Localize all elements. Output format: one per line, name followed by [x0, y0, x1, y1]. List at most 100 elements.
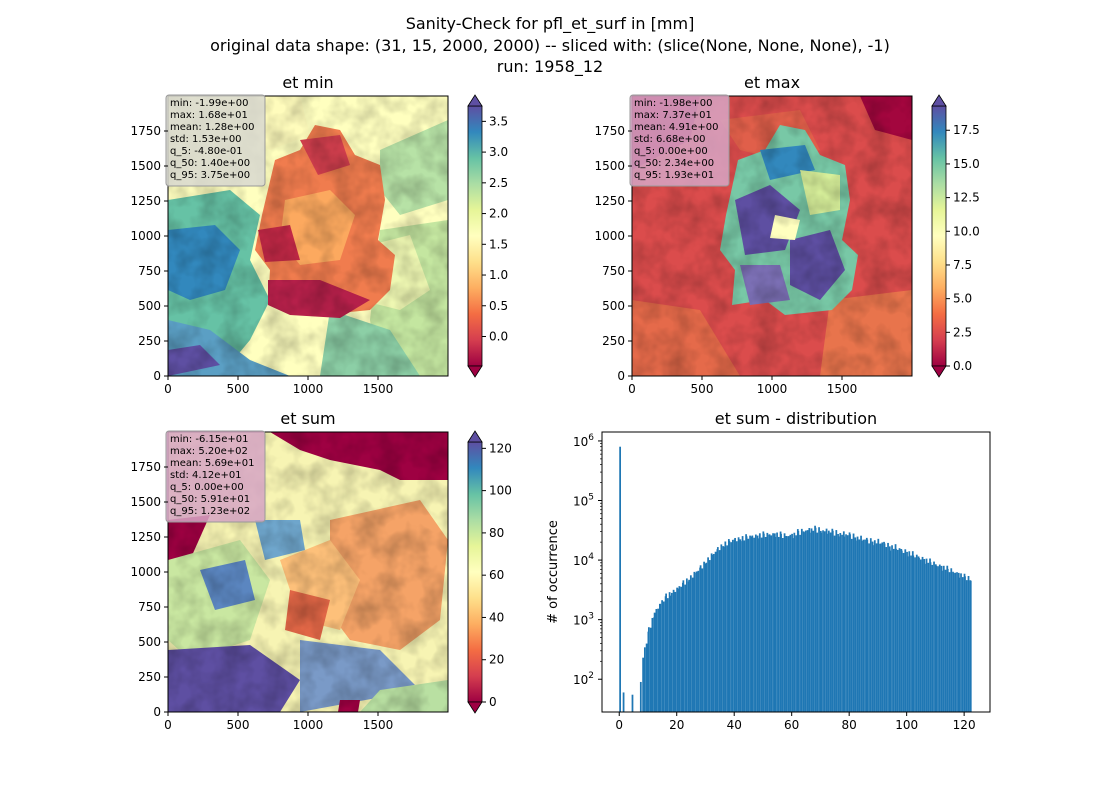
colorbar-tick-label: 120	[489, 441, 512, 455]
histogram-bar	[937, 566, 939, 712]
histogram-bar	[689, 575, 692, 712]
figure-title: Sanity-Check for pfl_et_surf in [mm]	[406, 14, 695, 34]
colorbar-tick-label: 2.0	[489, 207, 508, 221]
colorbar: 3.5 3.0 2.5 2.0 1.5 1.0 0.5 0.0	[467, 94, 508, 378]
histogram-bar	[873, 540, 876, 712]
histogram-bar	[862, 539, 865, 712]
y-tick-label: 0	[153, 705, 161, 719]
histogram-bar	[827, 530, 830, 712]
y-tick-label: 1750	[130, 460, 161, 474]
colorbar-tick-label: 0	[489, 695, 497, 709]
histogram-bar	[735, 541, 738, 712]
histogram-bar	[722, 546, 725, 712]
y-tick-label: 1750	[594, 124, 625, 138]
histogram-bar	[837, 536, 840, 712]
y-tick-label: 1000	[594, 229, 625, 243]
histogram-bar	[929, 562, 932, 712]
histogram-bar	[800, 528, 803, 712]
histogram-bar	[680, 586, 682, 712]
histogram-bar	[933, 561, 935, 712]
histogram-bar	[619, 446, 621, 712]
stat-min: min: -6.15e+01	[170, 434, 249, 445]
stats-box: min: -6.15e+01 max: 5.20e+02 mean: 5.69e…	[165, 430, 266, 523]
histogram-bar	[854, 540, 857, 712]
y-tick-label: 500	[138, 635, 161, 649]
histogram-bar	[785, 536, 788, 712]
heatmap-image	[168, 96, 448, 376]
histogram-bar	[858, 539, 861, 712]
histogram-bar	[877, 543, 880, 712]
colorbar-tick-label: 1.5	[489, 237, 508, 251]
histogram-bar	[684, 584, 686, 712]
histogram-bar	[950, 568, 953, 712]
histogram-bar	[941, 570, 943, 712]
panel-title: et sum	[280, 409, 335, 428]
stats-box: min: -1.99e+00 max: 1.68e+01 mean: 1.28e…	[165, 94, 266, 187]
y-tick-label: 1250	[594, 194, 625, 208]
histogram-bar	[969, 580, 972, 712]
histogram-bar	[892, 548, 895, 712]
histogram-bar	[699, 565, 702, 712]
histogram-bar	[730, 542, 732, 712]
histogram-bar	[850, 538, 853, 712]
histogram-bar	[631, 694, 634, 712]
histogram-bar	[954, 572, 957, 712]
histogram-bar	[772, 533, 774, 712]
histogram-bar	[868, 543, 870, 712]
stat-std: std: 4.12e+01	[170, 470, 242, 481]
histogram-bar	[960, 573, 962, 712]
histogram-bar	[780, 533, 782, 712]
histogram-bar	[768, 534, 771, 712]
panel-et-max: et max min: -1.98e+00 max: 7.37e+01 mean…	[594, 73, 979, 396]
histogram-bar	[726, 545, 728, 712]
x-tick-label: 120	[953, 718, 976, 732]
histogram-bar	[843, 536, 846, 712]
histogram-bar	[946, 568, 949, 712]
histogram-bar	[711, 554, 713, 712]
histogram-bar	[708, 560, 711, 712]
panel-et-min: et min min: -1.99e+00 m	[130, 73, 508, 396]
x-tick-label: 500	[227, 718, 250, 732]
histogram-bar	[676, 588, 679, 712]
stat-q5: q_5: 0.00e+00	[634, 146, 708, 157]
stat-max: max: 7.37e+01	[634, 110, 712, 121]
histogram-bar	[927, 562, 930, 712]
histogram-bar	[900, 550, 903, 712]
x-tick-label: 40	[727, 718, 742, 732]
histogram-bar	[643, 647, 646, 712]
colorbar-tick-label: 0.5	[489, 299, 508, 313]
histogram-bar	[839, 532, 842, 712]
colorbar-tick-label: 0.0	[953, 359, 972, 373]
histogram-bar	[942, 565, 945, 712]
histogram-bar	[919, 559, 922, 712]
histogram-bar	[875, 543, 878, 712]
heatmap-image	[168, 432, 448, 712]
histogram-bar	[898, 548, 901, 712]
x-tick-label: 100	[895, 718, 918, 732]
y-tick-label: 250	[602, 334, 625, 348]
stat-q50: q_50: 2.34e+00	[634, 158, 714, 169]
x-tick-label: 1500	[363, 382, 394, 396]
x-tick-label: 500	[227, 382, 250, 396]
colorbar-tick-label: 12.5	[953, 191, 980, 205]
panel-title: et sum - distribution	[715, 409, 877, 428]
histogram-bar	[889, 550, 892, 712]
histogram-bar	[714, 551, 717, 712]
histogram-bar	[661, 600, 663, 712]
histogram-bar	[803, 532, 805, 712]
histogram-bar	[952, 573, 955, 712]
y-tick-label: 750	[138, 600, 161, 614]
figure-run-label: run: 1958_12	[497, 57, 603, 77]
histogram-bar	[887, 542, 889, 712]
histogram-bars	[619, 446, 972, 712]
histogram-bar	[864, 539, 866, 712]
histogram-bar	[938, 564, 941, 712]
histogram-bar	[691, 577, 694, 712]
x-tick-label: 1500	[827, 382, 858, 396]
x-tick-label: 0	[628, 382, 636, 396]
x-tick-label: 500	[691, 382, 714, 396]
stat-q95: q_95: 1.23e+02	[170, 506, 250, 517]
stat-q5: q_5: -4.80e-01	[170, 146, 243, 157]
histogram-bar	[812, 530, 815, 712]
histogram-bar	[653, 612, 656, 712]
